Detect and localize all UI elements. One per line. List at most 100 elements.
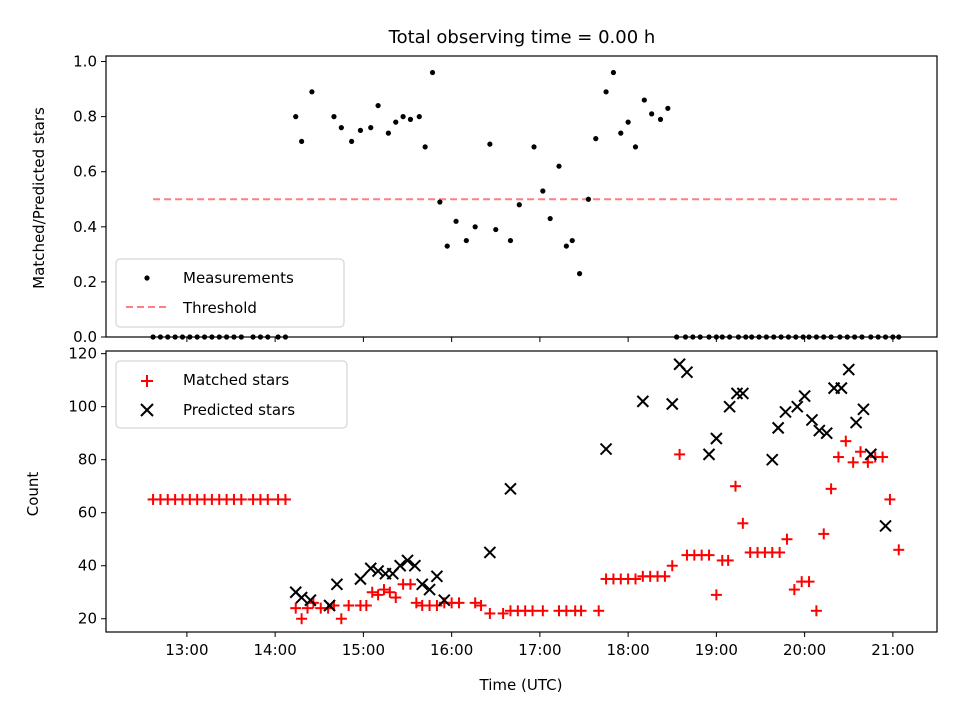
matched-star-point bbox=[855, 446, 867, 458]
bottom-y-tick-label: 20 bbox=[78, 610, 97, 628]
measurement-point bbox=[385, 130, 391, 136]
matched-star-point bbox=[893, 544, 905, 556]
predicted-star-point bbox=[408, 559, 422, 572]
predicted-star-point bbox=[864, 448, 878, 461]
predicted-star-point bbox=[354, 572, 367, 586]
matched-star-point bbox=[847, 456, 859, 468]
measurement-point bbox=[375, 102, 381, 109]
measurement-point bbox=[463, 237, 469, 244]
legend-matched-marker bbox=[141, 375, 153, 387]
measurement-point bbox=[429, 69, 436, 76]
bottom-y-ticks: 20 40 60 80 100 120 bbox=[68, 345, 106, 628]
matched-star-point bbox=[722, 554, 734, 566]
matched-star-point bbox=[475, 599, 487, 611]
top-y-tick-label: 0.0 bbox=[73, 328, 97, 346]
measurement-point bbox=[649, 111, 655, 117]
predicted-star-point bbox=[771, 421, 785, 435]
matched-star-point bbox=[469, 597, 481, 609]
matched-star-point bbox=[810, 605, 822, 617]
measurement-point bbox=[593, 136, 599, 142]
measurement-point bbox=[331, 114, 337, 120]
predicted-star-point bbox=[842, 363, 855, 376]
bottom-x-ticks: 13:00 14:00 15:00 16:00 17:00 18:00 19:00 20:00… bbox=[165, 632, 914, 659]
bottom-legend-box bbox=[115, 360, 348, 429]
measurement-point bbox=[531, 144, 537, 150]
measurement-point bbox=[338, 125, 344, 131]
predicted-star-point bbox=[666, 397, 679, 411]
measurement-point bbox=[368, 125, 374, 131]
measurement-point bbox=[393, 119, 399, 125]
predicted-star-point bbox=[371, 564, 385, 578]
top-y-tick-label: 0.4 bbox=[73, 218, 97, 236]
matched-star-point bbox=[484, 607, 496, 619]
legend-threshold-label: Threshold bbox=[182, 299, 257, 317]
bottom-y-tick-label: 120 bbox=[68, 345, 97, 363]
top-y-axis-label: Matched/Predicted stars bbox=[30, 107, 48, 289]
bottom-panel: 20 40 60 80 100 120 13:00 14:00 15:00 16:00 17:00… bbox=[68, 345, 938, 659]
matched-star-point bbox=[774, 546, 786, 558]
top-panel: 0.0 0.2 0.4 0.6 0.8 1.0 Measurements Threshol… bbox=[73, 53, 938, 346]
matched-star-point bbox=[803, 576, 815, 588]
matched-star-point bbox=[335, 613, 347, 625]
measurement-point bbox=[603, 89, 609, 95]
predicted-star-point bbox=[813, 424, 826, 437]
predicted-star-point bbox=[393, 559, 407, 572]
matched-star-point bbox=[279, 493, 291, 505]
predicted-star-point bbox=[766, 453, 779, 466]
matched-star-point bbox=[497, 607, 509, 619]
bottom-x-tick-label: 15:00 bbox=[342, 641, 385, 659]
predicted-star-point bbox=[805, 413, 819, 427]
bottom-x-tick-label: 19:00 bbox=[695, 641, 738, 659]
matched-star-point bbox=[296, 613, 308, 625]
predicted-star-point bbox=[599, 442, 613, 456]
matched-star-point bbox=[832, 451, 844, 463]
top-chart-title: Total observing time = 0.00 h bbox=[388, 27, 656, 48]
matched-star-point bbox=[390, 592, 402, 604]
measurement-point bbox=[576, 271, 583, 277]
matched-star-point bbox=[527, 605, 539, 617]
matched-star-point bbox=[235, 493, 247, 505]
measurement-point bbox=[585, 196, 592, 202]
measurement-point bbox=[422, 144, 428, 150]
predicted-star-point bbox=[423, 583, 436, 596]
measurement-point bbox=[416, 114, 422, 120]
predicted-star-point bbox=[791, 400, 804, 413]
measurement-point bbox=[453, 218, 459, 224]
matched-star-point bbox=[710, 589, 722, 601]
matched-star-point bbox=[575, 605, 587, 617]
matched-star-point bbox=[825, 483, 837, 495]
matched-star-point bbox=[366, 586, 378, 598]
matched-star-point bbox=[666, 560, 678, 572]
predicted-star-point bbox=[879, 519, 892, 533]
predicted-star-point bbox=[401, 554, 414, 567]
matched-star-point bbox=[781, 533, 793, 545]
top-y-tick-label: 0.8 bbox=[73, 108, 97, 126]
measurement-point bbox=[400, 114, 406, 120]
matched-star-point bbox=[410, 597, 422, 609]
legend-predicted-marker bbox=[140, 403, 154, 417]
predicted-star-point bbox=[779, 405, 792, 419]
top-x-ticks bbox=[186, 337, 894, 342]
measurement-point bbox=[610, 69, 617, 76]
bottom-legend: Matched stars Predicted stars bbox=[115, 360, 348, 429]
matched-star-point bbox=[384, 586, 396, 598]
predicted-star-point bbox=[438, 593, 451, 607]
measurement-point bbox=[632, 144, 639, 150]
predicted-star-point bbox=[504, 482, 517, 496]
bottom-x-tick-label: 17:00 bbox=[518, 641, 561, 659]
predicted-star-point bbox=[736, 387, 750, 400]
legend-measurements-label: Measurements bbox=[183, 269, 294, 287]
predicted-star-point bbox=[857, 403, 870, 416]
legend-measurements-marker bbox=[144, 275, 150, 281]
matched-star-point bbox=[884, 493, 896, 505]
measurement-point bbox=[472, 224, 478, 230]
predicted-star-point bbox=[680, 366, 694, 379]
matched-star-point bbox=[262, 493, 274, 505]
measurement-point bbox=[309, 89, 315, 95]
predicted-star-point bbox=[730, 387, 744, 400]
measurement-point bbox=[540, 188, 546, 194]
matched-star-point bbox=[453, 597, 465, 609]
matched-star-point bbox=[378, 584, 390, 596]
measurement-point bbox=[547, 215, 553, 222]
